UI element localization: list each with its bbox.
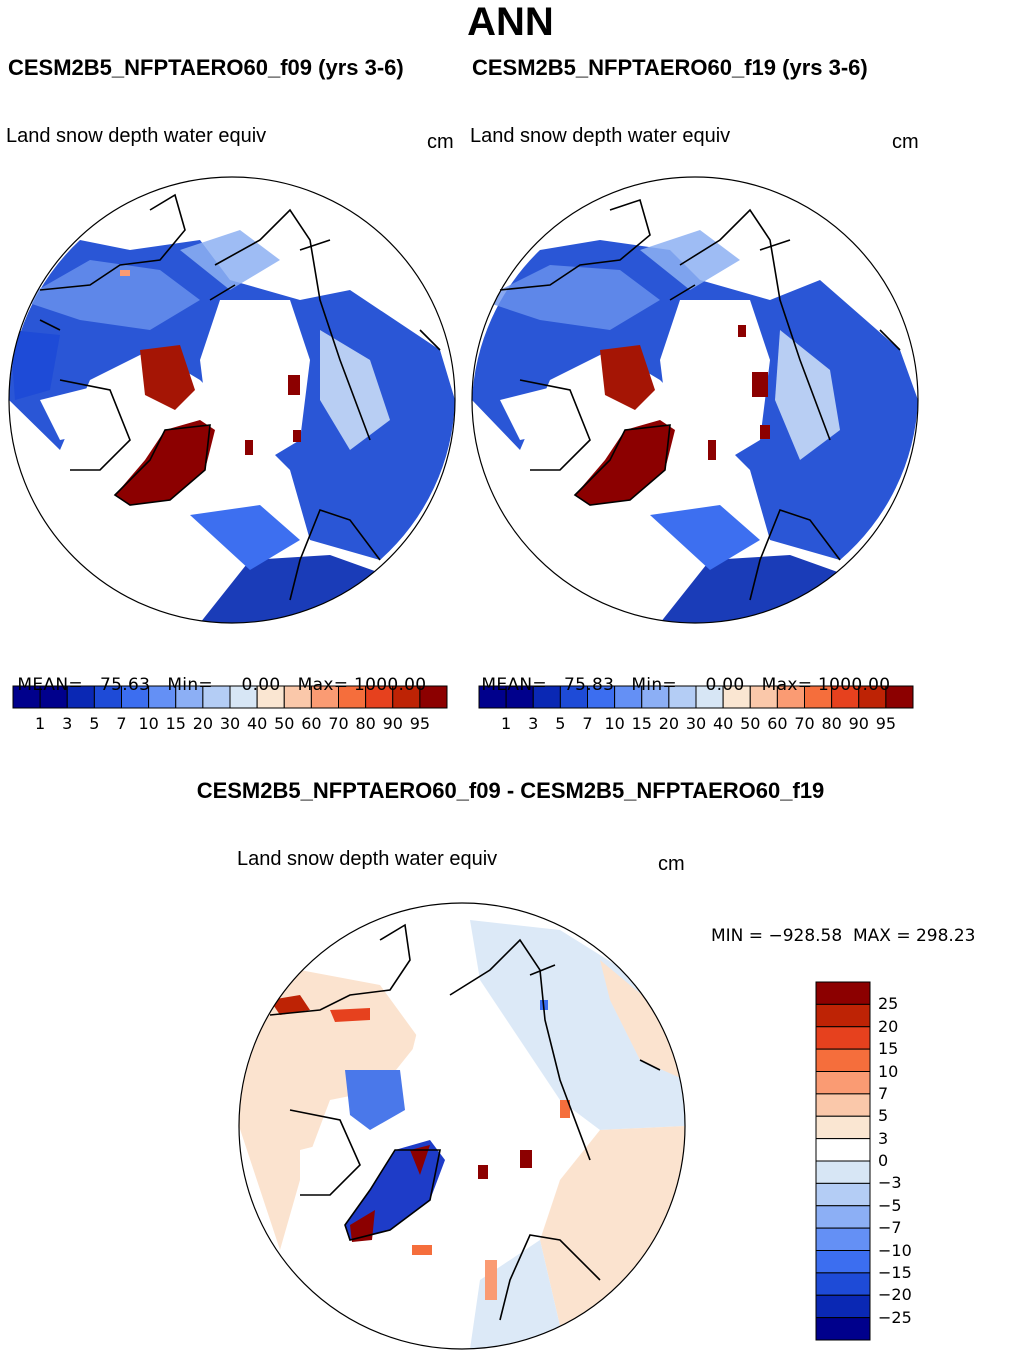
panel-1-polar-map xyxy=(8,176,456,624)
difference-colorbar-swatch xyxy=(815,1160,871,1184)
difference-colorbar-swatch xyxy=(815,1182,871,1207)
panel-2-polar-map xyxy=(471,176,919,624)
panel-1-colorbar-tick-label: 7 xyxy=(116,714,127,733)
panel-1-mean-value: 75.63 xyxy=(100,675,151,695)
difference-colorbar-tick-label: 25 xyxy=(878,994,899,1014)
panel-2-colorbar-tick-label: 40 xyxy=(712,714,734,733)
panel-1-case-title: CESM2B5_NFPTAERO60_f09 (yrs 3-6) xyxy=(8,55,404,80)
panel-2-variable-label: Land snow depth water equiv xyxy=(470,125,731,147)
panel-2-colorbar-tick-label: 80 xyxy=(821,714,842,733)
difference-colorbar-tick-label: −25 xyxy=(878,1307,912,1327)
panel-1-mean-label: MEAN= xyxy=(17,675,83,695)
panel-1-max-label: Max= xyxy=(297,675,349,695)
panel-2-min-value: 0.00 xyxy=(705,675,745,695)
difference-polar-map xyxy=(238,902,686,1350)
panel-2-colorbar xyxy=(478,685,914,709)
panel-1-variable-label: Land snow depth water equiv xyxy=(6,125,267,147)
panel-2-colorbar-tick-label: 30 xyxy=(685,714,707,733)
panel-1-colorbar-tick-label: 50 xyxy=(274,714,295,733)
panel-2-max-label: Max= xyxy=(761,675,813,695)
difference-colorbar-swatch xyxy=(815,1138,871,1162)
difference-variable-label: Land snow depth water equiv xyxy=(237,848,498,870)
difference-colorbar-swatch xyxy=(815,981,871,1005)
panel-1-colorbar-tick-label: 80 xyxy=(355,714,376,733)
difference-colorbar-swatch xyxy=(815,1115,871,1140)
panel-1-colorbar-tick-label: 30 xyxy=(219,714,241,733)
difference-colorbar-tick-label: 15 xyxy=(878,1039,899,1059)
panel-1-colorbar-tick-label: 95 xyxy=(409,714,431,733)
difference-colorbar-swatch xyxy=(815,1250,871,1274)
difference-colorbar-tick-label: 10 xyxy=(878,1061,899,1081)
difference-colorbar-swatch xyxy=(815,1272,871,1296)
panel-1-colorbar-tick-label: 70 xyxy=(328,714,349,733)
difference-colorbar-swatch xyxy=(815,1227,871,1251)
difference-colorbar-tick-label: 3 xyxy=(878,1128,889,1148)
panel-1-max-value: 1000.00 xyxy=(353,675,427,695)
panel-1-colorbar-tick-label: 15 xyxy=(165,714,186,733)
difference-units: cm xyxy=(658,853,685,875)
difference-colorbar-tick-label: −15 xyxy=(878,1262,912,1282)
panel-1-stats: MEAN= 75.63 Min= 0.00 Max= 1000.00 xyxy=(6,655,426,695)
panel-2-colorbar-tick-label: 5 xyxy=(555,714,566,733)
panel-2-colorbar-tick-label: 7 xyxy=(582,714,593,733)
difference-title: CESM2B5_NFPTAERO60_f09 - CESM2B5_NFPTAER… xyxy=(196,778,825,803)
panel-1-colorbar-tick-label: 60 xyxy=(301,714,322,733)
difference-min-max: MIN = −928.58 MAX = 298.23 xyxy=(711,926,976,946)
difference-colorbar-tick-label: −20 xyxy=(878,1285,912,1305)
difference-colorbar-swatch xyxy=(815,1205,871,1229)
panel-2-colorbar-tick-label: 60 xyxy=(767,714,788,733)
panel-2-colorbar-tick-label: 50 xyxy=(740,714,761,733)
panel-2-colorbar-tick-label: 90 xyxy=(848,714,869,733)
difference-colorbar-swatch xyxy=(815,1071,871,1095)
panel-2-colorbar-tick-label: 10 xyxy=(604,714,625,733)
panel-2-colorbar-tick-label: 70 xyxy=(794,714,815,733)
difference-colorbar-tick-label: −10 xyxy=(878,1240,912,1260)
panel-2-colorbar-tick-label: 20 xyxy=(658,714,680,733)
difference-colorbar-swatch xyxy=(815,1048,871,1072)
difference-colorbar-swatch xyxy=(815,1093,871,1117)
panel-2-stats: MEAN= 75.83 Min= 0.00 Max= 1000.00 xyxy=(470,655,890,695)
panel-1-min-value: 0.00 xyxy=(241,675,281,695)
panel-2-colorbar-tick-label: 1 xyxy=(501,714,512,733)
panel-1-colorbar xyxy=(12,685,448,709)
panel-1-colorbar-swatch xyxy=(419,685,448,709)
difference-colorbar-swatch xyxy=(815,1003,871,1028)
panel-2-colorbar-tick-label: 3 xyxy=(528,714,539,733)
difference-colorbar xyxy=(815,981,871,1341)
panel-2-units: cm xyxy=(892,131,919,153)
difference-colorbar-tick-label: 0 xyxy=(878,1151,889,1170)
difference-colorbar-swatch xyxy=(815,1294,871,1319)
difference-colorbar-tick-label: 7 xyxy=(878,1083,889,1103)
difference-colorbar-tick-label: −3 xyxy=(878,1173,902,1193)
panel-2-colorbar-tick-label: 95 xyxy=(875,714,897,733)
panel-1-colorbar-tick-label: 10 xyxy=(138,714,159,733)
panel-1-colorbar-tick-label: 3 xyxy=(62,714,73,733)
difference-colorbar-tick-label: 20 xyxy=(878,1016,899,1036)
panel-2-min-label: Min= xyxy=(631,675,677,695)
panel-1-colorbar-tick-label: 1 xyxy=(35,714,46,733)
panel-1-colorbar-tick-label: 20 xyxy=(192,714,214,733)
panel-1-units: cm xyxy=(427,131,454,153)
panel-2-mean-value: 75.83 xyxy=(564,675,615,695)
difference-colorbar-tick-label: 5 xyxy=(878,1106,889,1126)
difference-colorbar-tick-label: −5 xyxy=(878,1195,902,1215)
panel-2-max-value: 1000.00 xyxy=(817,675,891,695)
panel-2-case-title: CESM2B5_NFPTAERO60_f19 (yrs 3-6) xyxy=(472,55,868,80)
panel-1-min-label: Min= xyxy=(167,675,213,695)
panel-1-colorbar-tick-label: 5 xyxy=(89,714,100,733)
difference-colorbar-tick-label: −7 xyxy=(878,1218,902,1238)
panel-2-mean-label: MEAN= xyxy=(481,675,547,695)
figure-title: ANN xyxy=(467,0,554,44)
panel-1-colorbar-tick-label: 40 xyxy=(246,714,268,733)
panel-1-colorbar-tick-label: 90 xyxy=(382,714,403,733)
panel-2-colorbar-swatch xyxy=(885,685,914,709)
difference-colorbar-swatch xyxy=(815,1026,871,1050)
panel-2-colorbar-tick-label: 15 xyxy=(631,714,652,733)
difference-colorbar-swatch xyxy=(815,1317,871,1341)
